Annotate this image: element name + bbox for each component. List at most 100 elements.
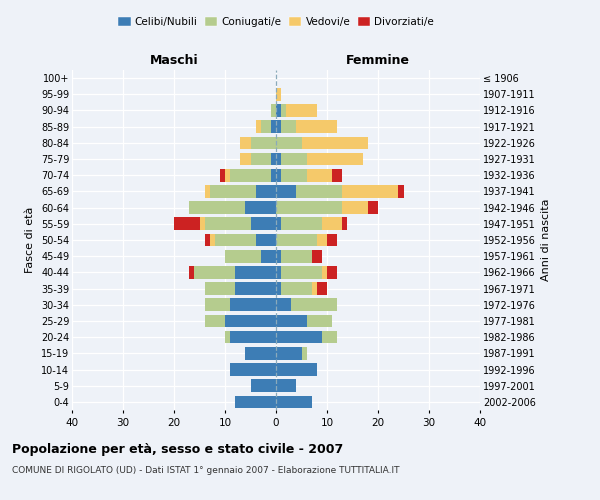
Bar [276,169,281,181]
Bar [302,347,307,360]
Bar [332,169,342,181]
Bar [276,266,281,278]
Text: Popolazione per età, sesso e stato civile - 2007: Popolazione per età, sesso e stato civil… [12,442,343,456]
Bar [230,169,271,181]
Bar [281,218,322,230]
Bar [245,202,276,214]
Bar [271,169,276,181]
Bar [327,266,337,278]
Bar [194,266,235,278]
Text: Femmine: Femmine [346,54,410,67]
Bar [240,152,251,166]
Bar [225,250,260,262]
Bar [251,152,271,166]
Bar [281,104,286,117]
Bar [322,331,337,344]
Bar [205,218,251,230]
Bar [276,298,292,311]
Bar [342,185,398,198]
Bar [327,234,337,246]
Bar [276,88,281,101]
Bar [256,120,260,133]
Bar [230,363,276,376]
Bar [276,250,281,262]
Bar [276,347,302,360]
Bar [271,120,276,133]
Bar [205,298,230,311]
Bar [342,202,368,214]
Bar [276,380,296,392]
Bar [276,218,281,230]
Bar [251,218,276,230]
Bar [368,202,378,214]
Bar [317,234,327,246]
Bar [286,104,317,117]
Bar [276,331,322,344]
Bar [276,185,296,198]
Bar [281,282,312,295]
Bar [276,120,281,133]
Bar [276,202,342,214]
Bar [215,234,256,246]
Bar [260,250,276,262]
Bar [342,218,347,230]
Bar [302,136,368,149]
Legend: Celibi/Nubili, Coniugati/e, Vedovi/e, Divorziati/e: Celibi/Nubili, Coniugati/e, Vedovi/e, Di… [114,12,438,32]
Y-axis label: Fasce di età: Fasce di età [25,207,35,273]
Bar [271,152,276,166]
Bar [292,298,337,311]
Bar [256,234,276,246]
Bar [276,152,281,166]
Bar [281,169,307,181]
Bar [398,185,404,198]
Bar [240,136,251,149]
Bar [307,314,332,328]
Bar [281,250,312,262]
Bar [322,218,342,230]
Bar [205,234,210,246]
Y-axis label: Anni di nascita: Anni di nascita [541,198,551,281]
Bar [281,266,322,278]
Bar [251,136,276,149]
Bar [205,282,235,295]
Bar [199,218,205,230]
Bar [260,120,271,133]
Bar [312,282,317,295]
Text: COMUNE DI RIGOLATO (UD) - Dati ISTAT 1° gennaio 2007 - Elaborazione TUTTITALIA.I: COMUNE DI RIGOLATO (UD) - Dati ISTAT 1° … [12,466,400,475]
Bar [235,266,276,278]
Bar [307,152,363,166]
Bar [190,202,245,214]
Bar [235,282,276,295]
Bar [296,185,342,198]
Bar [276,104,281,117]
Bar [220,169,225,181]
Bar [276,396,312,408]
Bar [271,104,276,117]
Bar [174,218,199,230]
Bar [251,380,276,392]
Bar [276,234,317,246]
Bar [225,314,276,328]
Bar [225,331,230,344]
Bar [256,185,276,198]
Bar [276,282,281,295]
Bar [190,266,194,278]
Text: Maschi: Maschi [149,54,199,67]
Bar [230,331,276,344]
Bar [276,314,307,328]
Bar [276,363,317,376]
Bar [225,169,230,181]
Bar [312,250,322,262]
Bar [230,298,276,311]
Bar [317,282,327,295]
Bar [235,396,276,408]
Bar [276,136,302,149]
Bar [210,234,215,246]
Bar [210,185,256,198]
Bar [245,347,276,360]
Bar [205,185,210,198]
Bar [281,120,296,133]
Bar [296,120,337,133]
Bar [322,266,327,278]
Bar [307,169,332,181]
